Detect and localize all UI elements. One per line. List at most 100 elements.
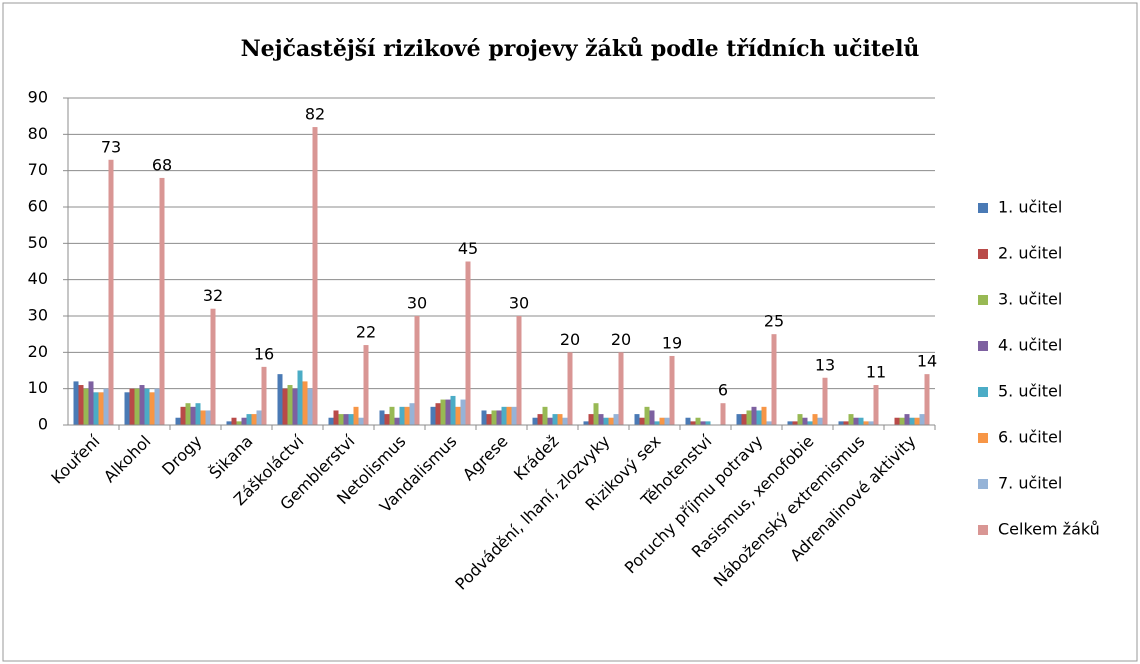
bar	[261, 366, 267, 425]
bar	[491, 410, 497, 425]
data-label: 22	[356, 323, 376, 342]
bar	[481, 410, 487, 425]
data-label: 45	[458, 239, 478, 258]
bar	[154, 388, 160, 425]
legend-swatch	[978, 203, 988, 213]
bar	[312, 127, 318, 426]
bar	[226, 421, 232, 425]
y-tick-label: 90	[28, 88, 48, 107]
bar	[159, 177, 165, 425]
bar	[899, 417, 905, 425]
legend-swatch	[978, 433, 988, 443]
bar	[353, 406, 359, 425]
bar	[435, 403, 441, 425]
bar	[904, 414, 910, 425]
bar	[287, 385, 293, 425]
bar	[180, 406, 186, 425]
bar	[338, 414, 344, 425]
bar	[379, 410, 385, 425]
bar	[251, 414, 257, 425]
data-label: 13	[815, 355, 835, 374]
bar	[501, 406, 507, 425]
bar	[246, 414, 252, 425]
data-label: 30	[509, 294, 529, 313]
bar	[654, 421, 660, 425]
bar	[720, 403, 726, 425]
bar	[664, 417, 670, 425]
bar	[557, 414, 563, 425]
bar	[532, 417, 538, 425]
bar	[746, 410, 752, 425]
bar	[205, 410, 211, 425]
bar	[567, 352, 573, 425]
bar	[404, 406, 410, 425]
bar	[761, 406, 767, 425]
data-label: 11	[866, 363, 886, 382]
bar	[394, 417, 400, 425]
bar	[83, 388, 89, 425]
y-tick-label: 50	[28, 233, 48, 252]
bar	[98, 392, 104, 425]
bar	[705, 421, 711, 425]
bar	[460, 399, 466, 425]
bar	[129, 388, 135, 425]
legend-label: 3. učitel	[998, 290, 1062, 309]
bar	[644, 406, 650, 425]
legend-label: 4. učitel	[998, 336, 1062, 355]
legend-swatch	[978, 525, 988, 535]
y-tick-label: 60	[28, 197, 48, 216]
bar	[231, 417, 237, 425]
bar	[700, 421, 706, 425]
bar	[333, 410, 339, 425]
data-label: 32	[203, 286, 223, 305]
y-tick-label: 0	[38, 415, 48, 434]
bar	[756, 410, 762, 425]
bar	[593, 403, 599, 425]
bar	[639, 417, 645, 425]
bar	[297, 370, 303, 425]
y-tick-label: 10	[28, 378, 48, 397]
data-label: 20	[560, 330, 580, 349]
bar	[302, 381, 308, 425]
bar	[256, 410, 262, 425]
bar	[649, 410, 655, 425]
legend-label: Celkem žáků	[998, 520, 1100, 539]
data-label: 14	[917, 352, 937, 371]
bar	[139, 385, 145, 425]
bar	[348, 414, 354, 425]
bar	[608, 417, 614, 425]
bar	[149, 392, 155, 425]
legend-label: 7. učitel	[998, 474, 1062, 493]
data-label: 20	[611, 330, 631, 349]
bar	[277, 374, 283, 425]
bar	[195, 403, 201, 425]
bar	[73, 381, 79, 425]
bar	[343, 414, 349, 425]
bar	[603, 417, 609, 425]
y-tick-label: 70	[28, 160, 48, 179]
data-label: 16	[254, 344, 274, 363]
bar	[894, 417, 900, 425]
data-label: 82	[305, 105, 325, 124]
bar	[751, 406, 757, 425]
bar	[919, 414, 925, 425]
bar	[241, 417, 247, 425]
bar	[924, 374, 930, 425]
y-tick-label: 80	[28, 124, 48, 143]
data-label: 6	[718, 381, 728, 400]
bar	[93, 392, 99, 425]
bar	[389, 406, 395, 425]
bar	[363, 345, 369, 425]
legend-swatch	[978, 387, 988, 397]
y-tick-label: 40	[28, 269, 48, 288]
bar	[399, 406, 405, 425]
legend-swatch	[978, 341, 988, 351]
bar	[812, 414, 818, 425]
bar	[414, 316, 420, 425]
bar	[634, 414, 640, 425]
bar	[190, 406, 196, 425]
data-label: 73	[101, 137, 121, 156]
bar	[465, 261, 471, 425]
bar	[843, 421, 849, 425]
